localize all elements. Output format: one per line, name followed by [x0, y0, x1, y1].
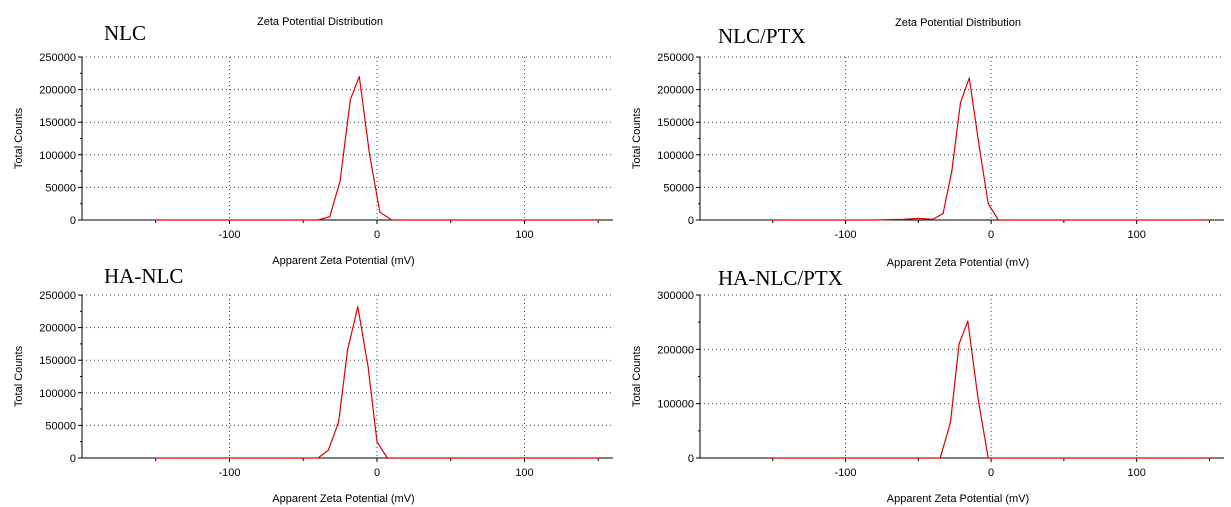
data-point — [1208, 219, 1211, 221]
y-tick-label: 200000 — [39, 85, 76, 97]
y-tick-label: 250000 — [39, 52, 76, 64]
y-tick-label: 0 — [688, 215, 694, 227]
data-point — [327, 449, 329, 451]
x-tick-label: 100 — [515, 467, 533, 479]
x-tick-label: -100 — [835, 467, 857, 479]
chart-panel-1: 0 50000 100000 150000 200000 250000 -100 0 100 Ap… — [13, 16, 613, 267]
data-point — [977, 397, 979, 399]
data-point — [346, 349, 349, 352]
panel-label: NLC — [104, 21, 146, 45]
data-point — [338, 421, 340, 423]
x-tick-label: 100 — [1127, 467, 1145, 479]
data-point — [369, 154, 371, 156]
y-tick-label: 0 — [70, 453, 76, 465]
data-point — [155, 457, 157, 459]
data-point — [358, 75, 360, 78]
x-tick-label: -100 — [835, 229, 857, 241]
y-tick-label: 300000 — [657, 290, 694, 302]
x-tick-label: 100 — [515, 229, 533, 241]
data-point — [958, 343, 960, 345]
y-tick-label: 100000 — [39, 388, 76, 400]
series-line — [155, 76, 599, 221]
y-tick-label: 200000 — [657, 344, 694, 356]
y-tick-label: 150000 — [39, 117, 76, 129]
series-line — [772, 77, 1210, 221]
data-point — [376, 441, 378, 443]
data-point — [903, 218, 905, 220]
data-point — [942, 212, 944, 215]
data-point — [932, 218, 934, 220]
data-point — [978, 147, 981, 149]
y-tick-label: 250000 — [39, 290, 76, 302]
data-point — [987, 203, 989, 205]
x-tick-label: 0 — [988, 467, 994, 479]
data-point — [339, 180, 341, 182]
y-tick-label: 200000 — [39, 323, 76, 335]
y-tick-label: 150000 — [657, 117, 694, 129]
y-tick-label: 200000 — [657, 85, 694, 97]
y-tick-label: 100000 — [39, 150, 76, 162]
y-tick-label: 250000 — [657, 52, 694, 64]
data-point — [772, 219, 774, 221]
y-tick-label: 0 — [70, 215, 76, 227]
x-tick-label: 100 — [1127, 229, 1145, 241]
data-point — [357, 306, 359, 308]
x-tick-label: 0 — [374, 229, 380, 241]
x-tick-label: 0 — [374, 467, 380, 479]
x-axis-label: Apparent Zeta Potential (mV) — [887, 493, 1029, 505]
data-point — [959, 102, 962, 104]
y-tick-label: 50000 — [45, 420, 76, 432]
data-point — [997, 219, 999, 221]
data-point — [329, 216, 331, 218]
panel-label: NLC/PTX — [718, 24, 806, 48]
data-point — [772, 457, 774, 459]
data-point — [349, 98, 352, 100]
panel-label: HA-NLC/PTX — [718, 266, 843, 290]
y-tick-label: 150000 — [39, 355, 76, 367]
x-axis-label: Apparent Zeta Potential (mV) — [272, 493, 414, 505]
data-point — [317, 219, 319, 221]
data-point — [968, 77, 970, 79]
data-point — [391, 219, 393, 221]
y-tick-label: 50000 — [663, 182, 694, 194]
data-point — [379, 211, 381, 213]
data-point — [987, 457, 989, 459]
data-point — [597, 457, 599, 459]
panel-label: HA-NLC — [104, 264, 183, 288]
x-tick-label: -100 — [218, 467, 240, 479]
series-line — [155, 306, 599, 459]
y-axis-label: Total Counts — [13, 345, 25, 407]
y-axis-label: Total Counts — [13, 107, 25, 169]
x-axis-label: Apparent Zeta Potential (mV) — [887, 257, 1029, 269]
y-axis-label: Total Counts — [631, 345, 643, 407]
x-axis-label: Apparent Zeta Potential (mV) — [272, 255, 414, 267]
y-tick-label: 100000 — [657, 150, 694, 162]
data-point — [386, 457, 388, 459]
y-tick-label: 100000 — [657, 399, 694, 411]
x-tick-label: 0 — [988, 229, 994, 241]
chart-title: Zeta Potential Distribution — [257, 16, 383, 28]
y-tick-label: 50000 — [45, 182, 76, 194]
x-tick-label: -100 — [218, 229, 240, 241]
series-line — [772, 320, 1210, 459]
data-point — [949, 422, 951, 424]
chart-panel-3: 0 50000 100000 150000 200000 250000 -100 0 100 Ap… — [13, 264, 613, 505]
data-point — [1208, 457, 1211, 459]
y-axis-label: Total Counts — [631, 107, 643, 169]
chart-title: Zeta Potential Distribution — [895, 17, 1021, 29]
data-point — [367, 366, 369, 368]
data-point — [939, 457, 941, 459]
data-point — [317, 457, 319, 459]
data-point — [874, 219, 876, 221]
y-tick-label: 0 — [688, 453, 694, 465]
data-point — [597, 219, 599, 221]
chart-panel-2: 0 50000 100000 150000 200000 250000 -100 0 100 Ap… — [631, 17, 1224, 269]
data-point — [967, 320, 969, 322]
data-point — [917, 217, 919, 219]
data-point — [951, 170, 953, 172]
chart-panel-4: 0 100000 200000 300000 -100 0 100 Apparent Zeta… — [631, 266, 1224, 505]
data-point — [155, 219, 157, 221]
